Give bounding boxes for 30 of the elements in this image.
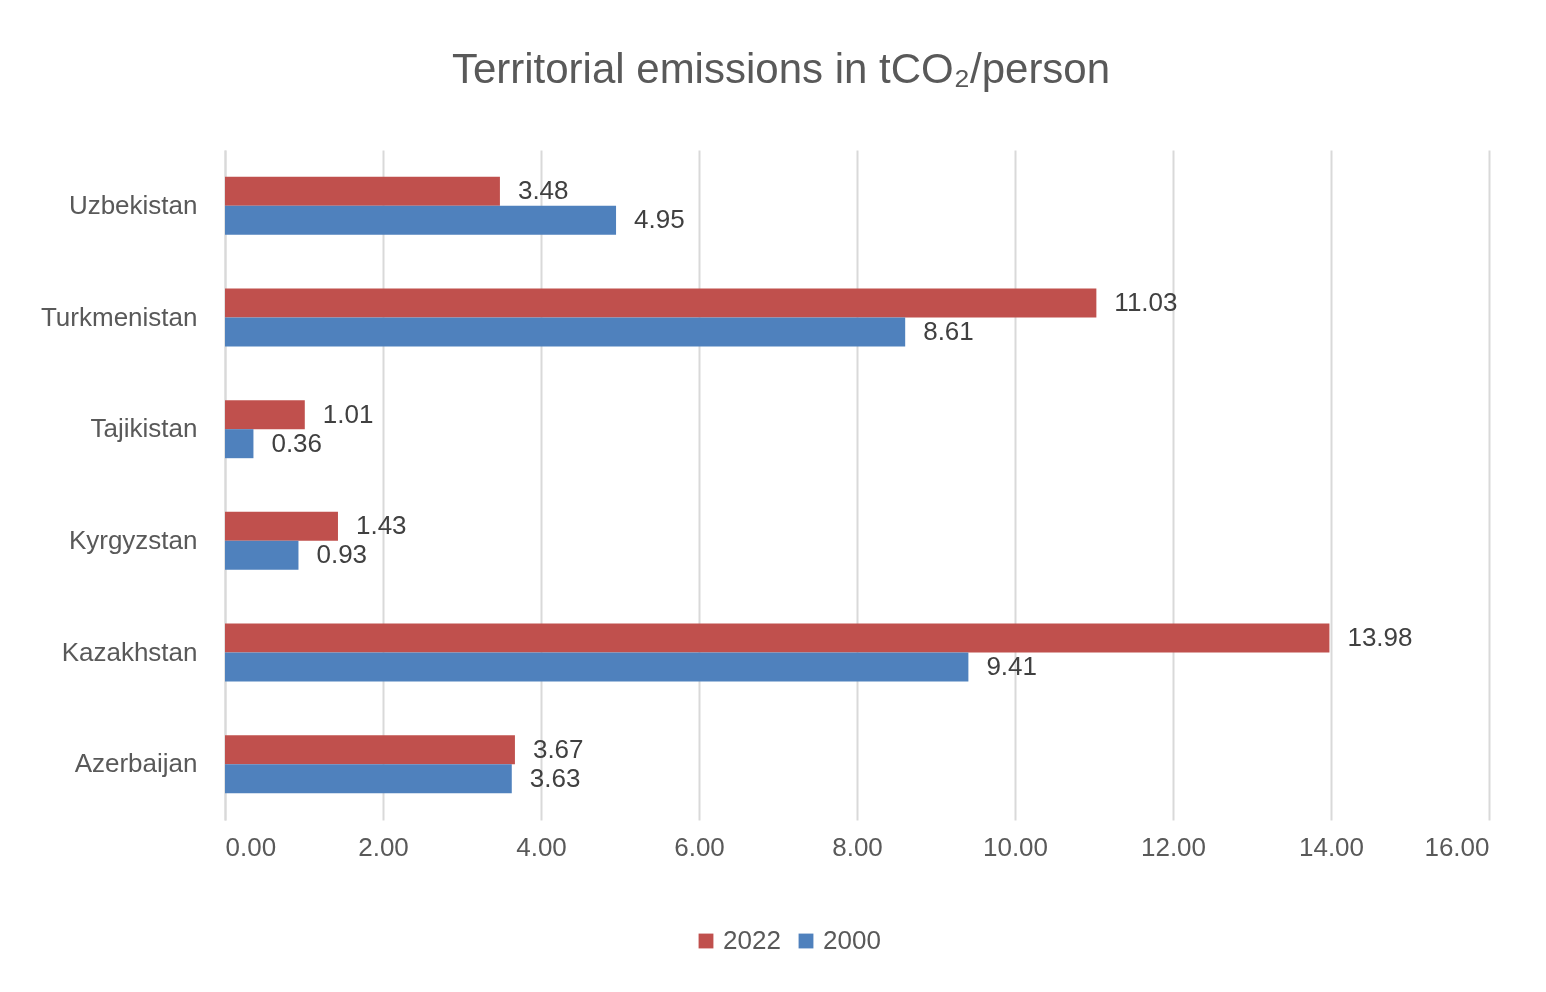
data-label: 3.67 [532, 733, 584, 764]
y-tick-label: Kazakhstan [61, 636, 198, 667]
x-tick-label: 14.00 [1298, 831, 1365, 862]
x-tick-label: 2.00 [358, 831, 409, 862]
y-tick-label: Tajikistan [90, 413, 198, 444]
x-tick-label: 4.00 [516, 831, 567, 862]
y-tick-label: Azerbaijan [74, 748, 198, 779]
data-label: 3.48 [517, 175, 569, 206]
data-label: 3.63 [529, 762, 581, 793]
data-label: 8.61 [923, 316, 974, 347]
y-tick-label: Kyrgyzstan [68, 524, 198, 555]
x-tick-label: 10.00 [982, 831, 1049, 862]
x-tick-label: 16.00 [1424, 831, 1490, 862]
x-tick-label: 0.00 [225, 831, 277, 862]
data-label: 0.93 [316, 539, 368, 570]
data-label: 1.43 [355, 510, 407, 541]
x-tick-label: 6.00 [674, 831, 725, 862]
chart-title: Territorial emissions in tCO₂/person [451, 45, 1111, 92]
data-label: 9.41 [986, 651, 1037, 682]
legend-label: 2000 [823, 925, 881, 955]
data-label: 0.36 [271, 427, 323, 458]
data-label: 4.95 [634, 204, 685, 235]
y-tick-label: Uzbekistan [68, 189, 198, 220]
legend-label: 2022 [723, 925, 781, 955]
x-tick-label: 8.00 [832, 831, 883, 862]
y-tick-label: Turkmenistan [40, 301, 198, 332]
data-label: 11.03 [1114, 286, 1178, 317]
x-tick-label: 12.00 [1140, 831, 1207, 862]
data-label: 1.01 [322, 398, 374, 429]
data-label: 13.98 [1347, 621, 1413, 652]
